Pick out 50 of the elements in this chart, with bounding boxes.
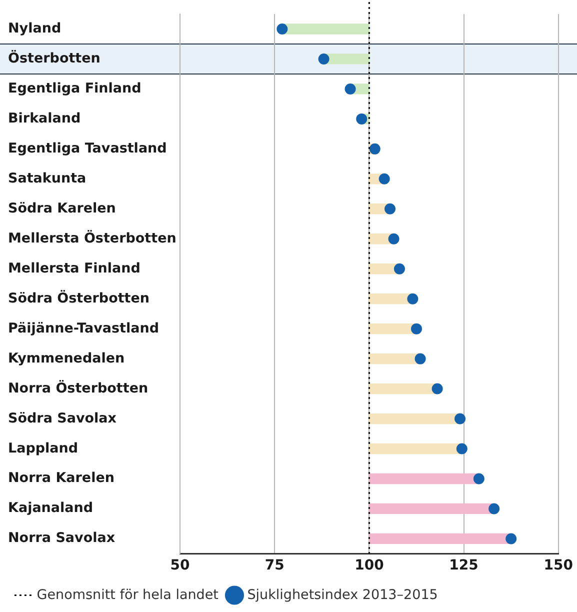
point	[344, 83, 356, 94]
point	[276, 23, 288, 34]
y-tick-label: Satakunta	[8, 170, 86, 186]
point	[318, 53, 330, 64]
bar	[368, 413, 460, 424]
legend-label: Genomsnitt för hela landet	[36, 586, 218, 603]
y-tick-label: Mellersta Finland	[8, 260, 140, 276]
y-tick-label: Kymmenedalen	[8, 350, 125, 366]
bar	[282, 24, 370, 34]
y-tick-label: Norra Österbotten	[8, 379, 148, 396]
y-tick-label: Lappland	[8, 440, 78, 456]
point	[378, 173, 390, 184]
y-tick-label: Birkaland	[8, 110, 81, 126]
y-tick-label: Kajanaland	[8, 500, 94, 516]
point	[473, 473, 484, 484]
y-tick-label: Södra Österbotten	[8, 289, 150, 306]
bar	[368, 533, 512, 544]
x-tick-label: 75	[264, 558, 284, 574]
point	[356, 113, 368, 124]
y-tick-label: Österbotten	[8, 49, 100, 66]
bar	[368, 473, 480, 484]
y-tick-label: Egentliga Tavastland	[8, 140, 167, 156]
point	[369, 143, 380, 154]
y-tick-label: Norra Savolax	[8, 530, 116, 546]
point	[388, 233, 400, 244]
legend-label: Sjuklighetsindex 2013–2015	[247, 586, 438, 603]
point	[456, 443, 468, 454]
bar	[368, 503, 494, 514]
point	[506, 533, 517, 544]
point	[410, 323, 422, 334]
point	[384, 203, 396, 214]
x-tick-label: 50	[170, 558, 190, 574]
y-tick-label: Södra Karelen	[8, 200, 116, 216]
y-tick-label: Södra Savolax	[8, 410, 117, 426]
point	[432, 383, 443, 394]
point	[454, 413, 466, 424]
point	[407, 293, 418, 304]
point	[414, 353, 426, 364]
x-tick-label: 125	[449, 558, 478, 574]
bar	[368, 443, 462, 454]
x-tick-label: 100	[354, 558, 384, 574]
bar	[368, 383, 438, 394]
y-tick-label: Nyland	[8, 20, 62, 36]
y-tick-label: Mellersta Österbotten	[8, 229, 176, 246]
point	[394, 263, 405, 274]
y-tick-label: Egentliga Finland	[8, 80, 142, 96]
y-tick-label: Norra Karelen	[8, 470, 114, 486]
y-tick-label: Päijänne-Tavastland	[8, 320, 159, 336]
point	[488, 503, 500, 514]
x-tick-label: 150	[544, 558, 574, 574]
